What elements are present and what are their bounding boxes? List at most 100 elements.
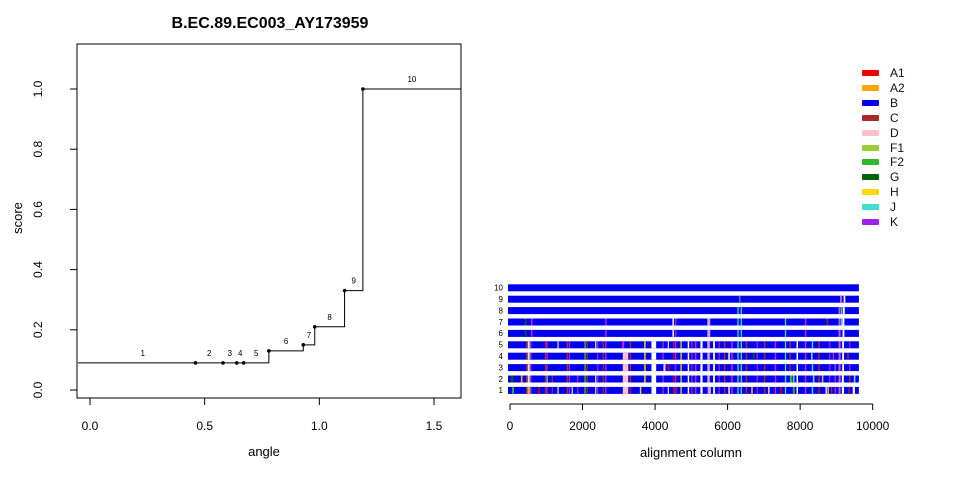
alignment-stripe [629, 352, 632, 360]
legend-entry: G [862, 170, 905, 185]
alignment-stripe [713, 352, 715, 360]
alignment-stripe [784, 375, 787, 383]
legend-label: B [890, 96, 899, 111]
alignment-stripe [680, 364, 682, 372]
legend-swatch-icon [862, 174, 879, 181]
legend-swatch-icon [862, 204, 879, 211]
alignment-stripe [804, 386, 807, 394]
alignment-stripe [812, 375, 815, 383]
alignment-stripe [595, 341, 597, 349]
alignment-stripe [651, 386, 657, 394]
alignment-stripe [723, 341, 726, 349]
alignment-stripe [718, 386, 720, 394]
alignment-stripe [584, 341, 586, 349]
alignment-stripe [544, 352, 547, 360]
alignment-stripe [544, 375, 547, 383]
alignment-stripe [728, 386, 730, 394]
alignment-stripe [622, 364, 629, 372]
alignment-stripe [530, 386, 532, 394]
alignment-stripe [838, 318, 841, 326]
alignment-stripe [756, 341, 758, 349]
alignment-stripe [531, 318, 533, 326]
alignment-stripe [694, 375, 697, 383]
alignment-stripe [832, 352, 835, 360]
alignment-stripe [546, 364, 548, 372]
alignment-stripe [691, 364, 693, 372]
alignment-stripe [511, 375, 514, 383]
alignment-stripe [566, 386, 569, 394]
alignment-stripe [651, 375, 657, 383]
alignment-stripe [586, 341, 588, 349]
alignment-stripe [826, 318, 828, 326]
alignment-stripe [557, 341, 559, 349]
alignment-stripe [662, 375, 664, 383]
alignment-stripe [700, 352, 703, 360]
alignment-stripe [829, 341, 831, 349]
legend-swatch-icon [862, 129, 879, 136]
alignment-stripe [687, 364, 690, 372]
alignment-stripe [842, 341, 845, 349]
alignment-stripe [789, 352, 791, 360]
alignment-stripe [525, 386, 528, 394]
alignment-stripe [530, 364, 532, 372]
alignment-stripe [622, 352, 629, 360]
alignment-stripe [848, 386, 850, 394]
legend-swatch-icon [862, 189, 879, 196]
row-label: 2 [499, 375, 504, 384]
x-tick-label: 1.5 [426, 419, 443, 433]
alignment-stripe [718, 364, 720, 372]
alignment-stripe [675, 329, 677, 337]
alignment-stripe [597, 364, 599, 372]
alignment-stripe [784, 329, 787, 337]
alignment-stripe [834, 386, 836, 394]
alignment-stripe [546, 341, 548, 349]
y-tick-label: 0.6 [31, 201, 45, 218]
alignment-stripe [847, 352, 849, 360]
alignment-row-bar [508, 386, 859, 394]
x-tick-label: 0 [507, 419, 514, 433]
alignment-stripe [804, 375, 807, 383]
alignment-stripe [525, 341, 528, 349]
alignment-stripe [577, 386, 579, 394]
alignment-stripe [740, 341, 742, 349]
alignment-stripe [667, 364, 670, 372]
alignment-stripe [796, 364, 798, 372]
legend-entry: C [862, 111, 905, 126]
alignment-stripe [838, 329, 841, 337]
y-axis-label: score [10, 202, 25, 234]
alignment-stripe [842, 329, 845, 337]
alignment-stripe [763, 386, 766, 394]
alignment-stripe [680, 386, 682, 394]
alignment-stripe [842, 352, 845, 360]
alignment-stripe [602, 364, 604, 372]
alignment-row-bar [508, 341, 859, 349]
alignment-stripe [818, 341, 820, 349]
alignment-stripe [700, 364, 703, 372]
alignment-stripe [707, 352, 710, 360]
alignment-stripe [834, 375, 836, 383]
alignment-stripe [595, 375, 597, 383]
alignment-stripe [622, 375, 629, 383]
alignment-stripe [566, 375, 569, 383]
alignment-stripe [745, 386, 748, 394]
alignment-stripe [728, 352, 730, 360]
alignment-stripe [723, 386, 726, 394]
alignment-stripe [756, 364, 758, 372]
alignment-stripe [737, 386, 739, 394]
x-tick-label: 0.5 [196, 419, 213, 433]
legend-swatch-icon [862, 70, 879, 77]
alignment-stripe [663, 364, 666, 372]
alignment-stripe [745, 352, 748, 360]
legend-entry: B [862, 96, 905, 111]
legend-swatch-icon [862, 218, 879, 225]
legend-entry: K [862, 214, 905, 229]
alignment-stripe [829, 364, 831, 372]
alignment-stripe [804, 318, 807, 326]
alignment-stripe [527, 386, 530, 394]
alignment-stripe [841, 375, 844, 383]
alignment-stripe [525, 352, 528, 360]
alignment-stripe [544, 364, 547, 372]
alignment-stripe [673, 386, 675, 394]
alignment-stripe [811, 364, 814, 372]
